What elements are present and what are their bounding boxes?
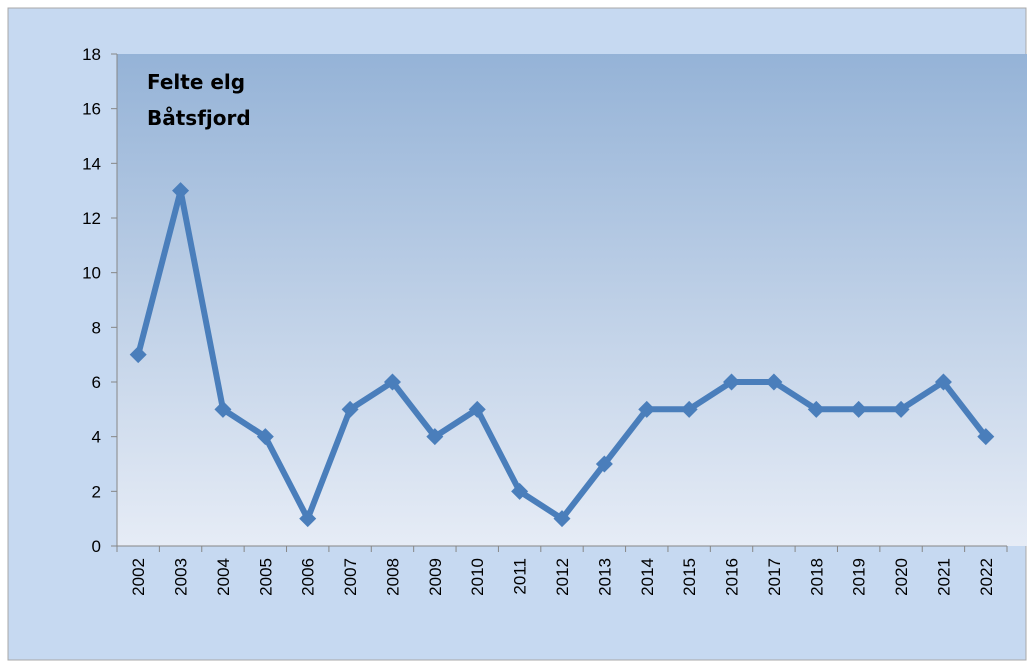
x-tick-label: 2009 xyxy=(426,558,445,596)
axes xyxy=(111,53,1008,552)
x-tick-label: 2020 xyxy=(892,558,911,596)
y-tick-label: 8 xyxy=(92,318,101,337)
data-point-marker xyxy=(129,346,147,364)
data-point-marker xyxy=(299,510,317,528)
data-point-marker xyxy=(892,400,910,418)
x-tick-label: 2013 xyxy=(595,558,614,596)
x-tick-label: 2003 xyxy=(172,558,191,596)
x-tick-label: 2021 xyxy=(934,558,953,596)
x-tick-label: 2014 xyxy=(638,558,657,596)
y-tick-label: 18 xyxy=(82,45,101,64)
y-tick-label: 6 xyxy=(92,373,101,392)
tick-labels: 0 2 4 6 8 10 12 14 16 18 2002 2003 2004 2005 2006 2007 2… xyxy=(82,45,996,596)
x-tick-label: 2015 xyxy=(680,558,699,596)
x-tick-label: 2006 xyxy=(299,558,318,596)
data-point-marker xyxy=(723,373,741,391)
x-tick-label: 2019 xyxy=(850,558,869,596)
data-point-marker xyxy=(850,400,868,418)
data-point-marker xyxy=(256,428,274,446)
x-tick-label: 2005 xyxy=(256,558,275,596)
plot-area-background xyxy=(117,54,1027,546)
series-group xyxy=(129,182,995,528)
y-tick-label: 14 xyxy=(82,154,101,173)
data-point-marker xyxy=(426,428,444,446)
data-point-marker xyxy=(595,455,613,473)
x-tick-label: 2022 xyxy=(977,558,996,596)
x-tick-label: 2012 xyxy=(553,558,572,596)
data-point-marker xyxy=(172,182,190,200)
x-tick-label: 2004 xyxy=(214,558,233,596)
x-tick-label: 2008 xyxy=(383,558,402,596)
x-tick-label: 2002 xyxy=(129,558,148,596)
data-point-marker xyxy=(341,400,359,418)
y-tick-label: 10 xyxy=(82,264,101,283)
data-point-marker xyxy=(383,373,401,391)
chart-title-line-2: Båtsfjord xyxy=(147,106,251,130)
data-point-marker xyxy=(765,373,783,391)
x-tick-label: 2016 xyxy=(723,558,742,596)
data-point-marker xyxy=(680,400,698,418)
data-point-marker xyxy=(934,373,952,391)
y-tick-label: 0 xyxy=(92,537,101,556)
y-tick-label: 4 xyxy=(92,428,101,447)
y-tick-label: 16 xyxy=(82,100,101,119)
data-point-marker xyxy=(214,400,232,418)
y-tick-label: 12 xyxy=(82,209,101,228)
y-tick-label: 2 xyxy=(92,482,101,501)
x-tick-label: 2010 xyxy=(468,558,487,596)
x-tick-label: 2017 xyxy=(765,558,784,596)
data-point-marker xyxy=(977,428,995,446)
data-point-marker xyxy=(638,400,656,418)
data-point-marker xyxy=(468,400,486,418)
x-tick-label: 2018 xyxy=(807,558,826,596)
x-tick-label: 2011 xyxy=(511,558,530,595)
x-tick-label: 2007 xyxy=(341,558,360,596)
data-point-marker xyxy=(807,400,825,418)
data-point-marker xyxy=(511,482,529,500)
chart-title-line-1: Felte elg xyxy=(147,70,245,94)
data-point-marker xyxy=(553,510,571,528)
